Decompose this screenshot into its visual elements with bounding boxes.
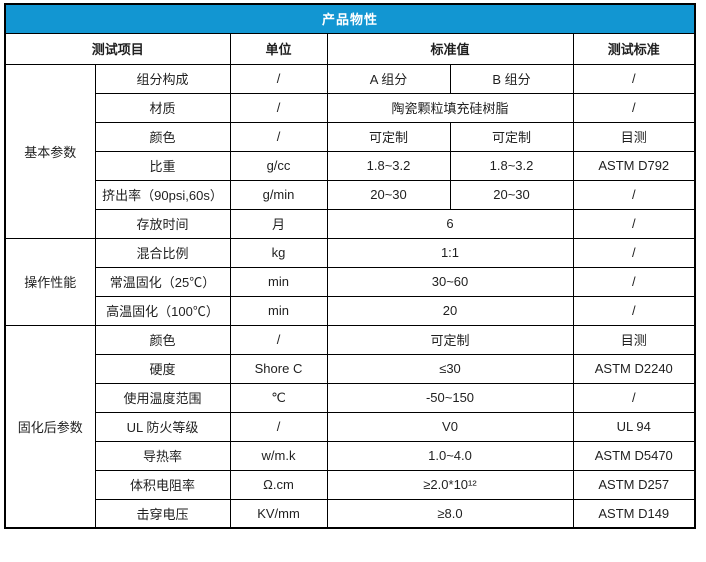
value-cell: ≥2.0*10¹² bbox=[326, 469, 574, 500]
standard-cell: ASTM D5470 bbox=[572, 440, 696, 471]
value-cell: -50~150 bbox=[326, 382, 574, 413]
table-row: 使用温度范围 ℃ -50~150 / bbox=[5, 382, 696, 413]
standard-cell: 目测 bbox=[572, 324, 696, 355]
standard-cell: ASTM D2240 bbox=[572, 353, 696, 384]
item-cell: UL 防火等级 bbox=[94, 411, 231, 442]
table-row: 操作性能 混合比例 kg 1:1 / bbox=[4, 237, 696, 326]
unit-cell: g/min bbox=[229, 179, 328, 210]
standard-cell: / bbox=[572, 63, 696, 94]
standard-cell: ASTM D149 bbox=[572, 498, 696, 529]
product-properties-table: 产品物性 测试项目 单位 标准值 测试标准 基本参数 组分构成 / A 组分 B… bbox=[4, 3, 697, 529]
table-row: 硬度 Shore C ≤30 ASTM D2240 bbox=[5, 353, 696, 384]
item-cell: 导热率 bbox=[94, 440, 231, 471]
unit-cell: KV/mm bbox=[229, 498, 328, 529]
value-cell: 6 bbox=[326, 208, 574, 239]
unit-cell: / bbox=[229, 324, 328, 355]
title-row: 产品物性 bbox=[4, 3, 696, 34]
value-cell: 可定制 bbox=[326, 324, 574, 355]
unit-cell: min bbox=[229, 266, 328, 297]
standard-cell: / bbox=[572, 266, 696, 297]
unit-cell: 月 bbox=[229, 208, 328, 239]
unit-cell: kg bbox=[229, 237, 328, 268]
value-cell: ≥8.0 bbox=[326, 498, 574, 529]
column-header-row: 测试项目 单位 标准值 测试标准 bbox=[4, 32, 696, 65]
value-a-cell: 可定制 bbox=[326, 121, 451, 152]
item-cell: 组分构成 bbox=[94, 63, 231, 94]
unit-cell: min bbox=[229, 295, 328, 326]
item-cell: 存放时间 bbox=[94, 208, 231, 239]
col-header-item: 测试项目 bbox=[4, 32, 231, 65]
unit-cell: w/m.k bbox=[229, 440, 328, 471]
value-cell: 1:1 bbox=[326, 237, 574, 268]
table-row: UL 防火等级 / V0 UL 94 bbox=[5, 411, 696, 442]
value-b-cell: B 组分 bbox=[449, 63, 574, 94]
unit-cell: ℃ bbox=[229, 382, 328, 413]
table-row: 存放时间 月 6 / bbox=[5, 208, 696, 239]
value-cell: 20 bbox=[326, 295, 574, 326]
table-row: 基本参数 组分构成 / A 组分 B 组分 / bbox=[4, 63, 696, 239]
item-cell: 挤出率（90psi,60s） bbox=[94, 179, 231, 210]
item-cell: 击穿电压 bbox=[94, 498, 231, 529]
item-cell: 高温固化（100℃） bbox=[94, 295, 231, 326]
value-cell: 陶瓷颗粒填充硅树脂 bbox=[326, 92, 574, 123]
table-row: 常温固化（25℃） min 30~60 / bbox=[5, 266, 696, 297]
item-cell: 颜色 bbox=[94, 121, 231, 152]
standard-cell: / bbox=[572, 295, 696, 326]
unit-cell: Shore C bbox=[229, 353, 328, 384]
unit-cell: / bbox=[229, 411, 328, 442]
table-row: 颜色 / 可定制 可定制 目测 bbox=[5, 121, 696, 152]
table-row: 击穿电压 KV/mm ≥8.0 ASTM D149 bbox=[5, 498, 696, 529]
table-row: 材质 / 陶瓷颗粒填充硅树脂 / bbox=[5, 92, 696, 123]
value-cell: 1.0~4.0 bbox=[326, 440, 574, 471]
group-label-operation-performance: 操作性能 bbox=[4, 237, 96, 326]
standard-cell: / bbox=[572, 179, 696, 210]
value-a-cell: A 组分 bbox=[326, 63, 451, 94]
value-cell: 30~60 bbox=[326, 266, 574, 297]
table-row: 体积电阻率 Ω.cm ≥2.0*10¹² ASTM D257 bbox=[5, 469, 696, 500]
item-cell: 使用温度范围 bbox=[94, 382, 231, 413]
table-row: 导热率 w/m.k 1.0~4.0 ASTM D5470 bbox=[5, 440, 696, 471]
group-label-basic-params: 基本参数 bbox=[4, 63, 96, 239]
value-b-cell: 可定制 bbox=[449, 121, 574, 152]
standard-cell: / bbox=[572, 208, 696, 239]
value-cell: ≤30 bbox=[326, 353, 574, 384]
item-cell: 颜色 bbox=[94, 324, 231, 355]
value-b-cell: 1.8~3.2 bbox=[449, 150, 574, 181]
group-label-cured-params: 固化后参数 bbox=[4, 324, 96, 529]
table-row: 挤出率（90psi,60s） g/min 20~30 20~30 / bbox=[5, 179, 696, 210]
item-cell: 比重 bbox=[94, 150, 231, 181]
item-cell: 材质 bbox=[94, 92, 231, 123]
item-cell: 常温固化（25℃） bbox=[94, 266, 231, 297]
col-header-standard: 测试标准 bbox=[572, 32, 696, 65]
table-row: 比重 g/cc 1.8~3.2 1.8~3.2 ASTM D792 bbox=[5, 150, 696, 181]
standard-cell: 目测 bbox=[572, 121, 696, 152]
standard-cell: UL 94 bbox=[572, 411, 696, 442]
item-cell: 体积电阻率 bbox=[94, 469, 231, 500]
unit-cell: / bbox=[229, 92, 328, 123]
item-cell: 硬度 bbox=[94, 353, 231, 384]
value-a-cell: 1.8~3.2 bbox=[326, 150, 451, 181]
value-b-cell: 20~30 bbox=[449, 179, 574, 210]
value-a-cell: 20~30 bbox=[326, 179, 451, 210]
table-row: 固化后参数 颜色 / 可定制 目测 bbox=[4, 324, 696, 529]
unit-cell: / bbox=[229, 121, 328, 152]
standard-cell: ASTM D792 bbox=[572, 150, 696, 181]
col-header-unit: 单位 bbox=[229, 32, 328, 65]
unit-cell: / bbox=[229, 63, 328, 94]
col-header-value: 标准值 bbox=[326, 32, 574, 65]
unit-cell: Ω.cm bbox=[229, 469, 328, 500]
table-title: 产品物性 bbox=[4, 3, 696, 34]
standard-cell: ASTM D257 bbox=[572, 469, 696, 500]
standard-cell: / bbox=[572, 382, 696, 413]
table-row: 高温固化（100℃） min 20 / bbox=[5, 295, 696, 326]
value-cell: V0 bbox=[326, 411, 574, 442]
standard-cell: / bbox=[572, 92, 696, 123]
item-cell: 混合比例 bbox=[94, 237, 231, 268]
standard-cell: / bbox=[572, 237, 696, 268]
unit-cell: g/cc bbox=[229, 150, 328, 181]
